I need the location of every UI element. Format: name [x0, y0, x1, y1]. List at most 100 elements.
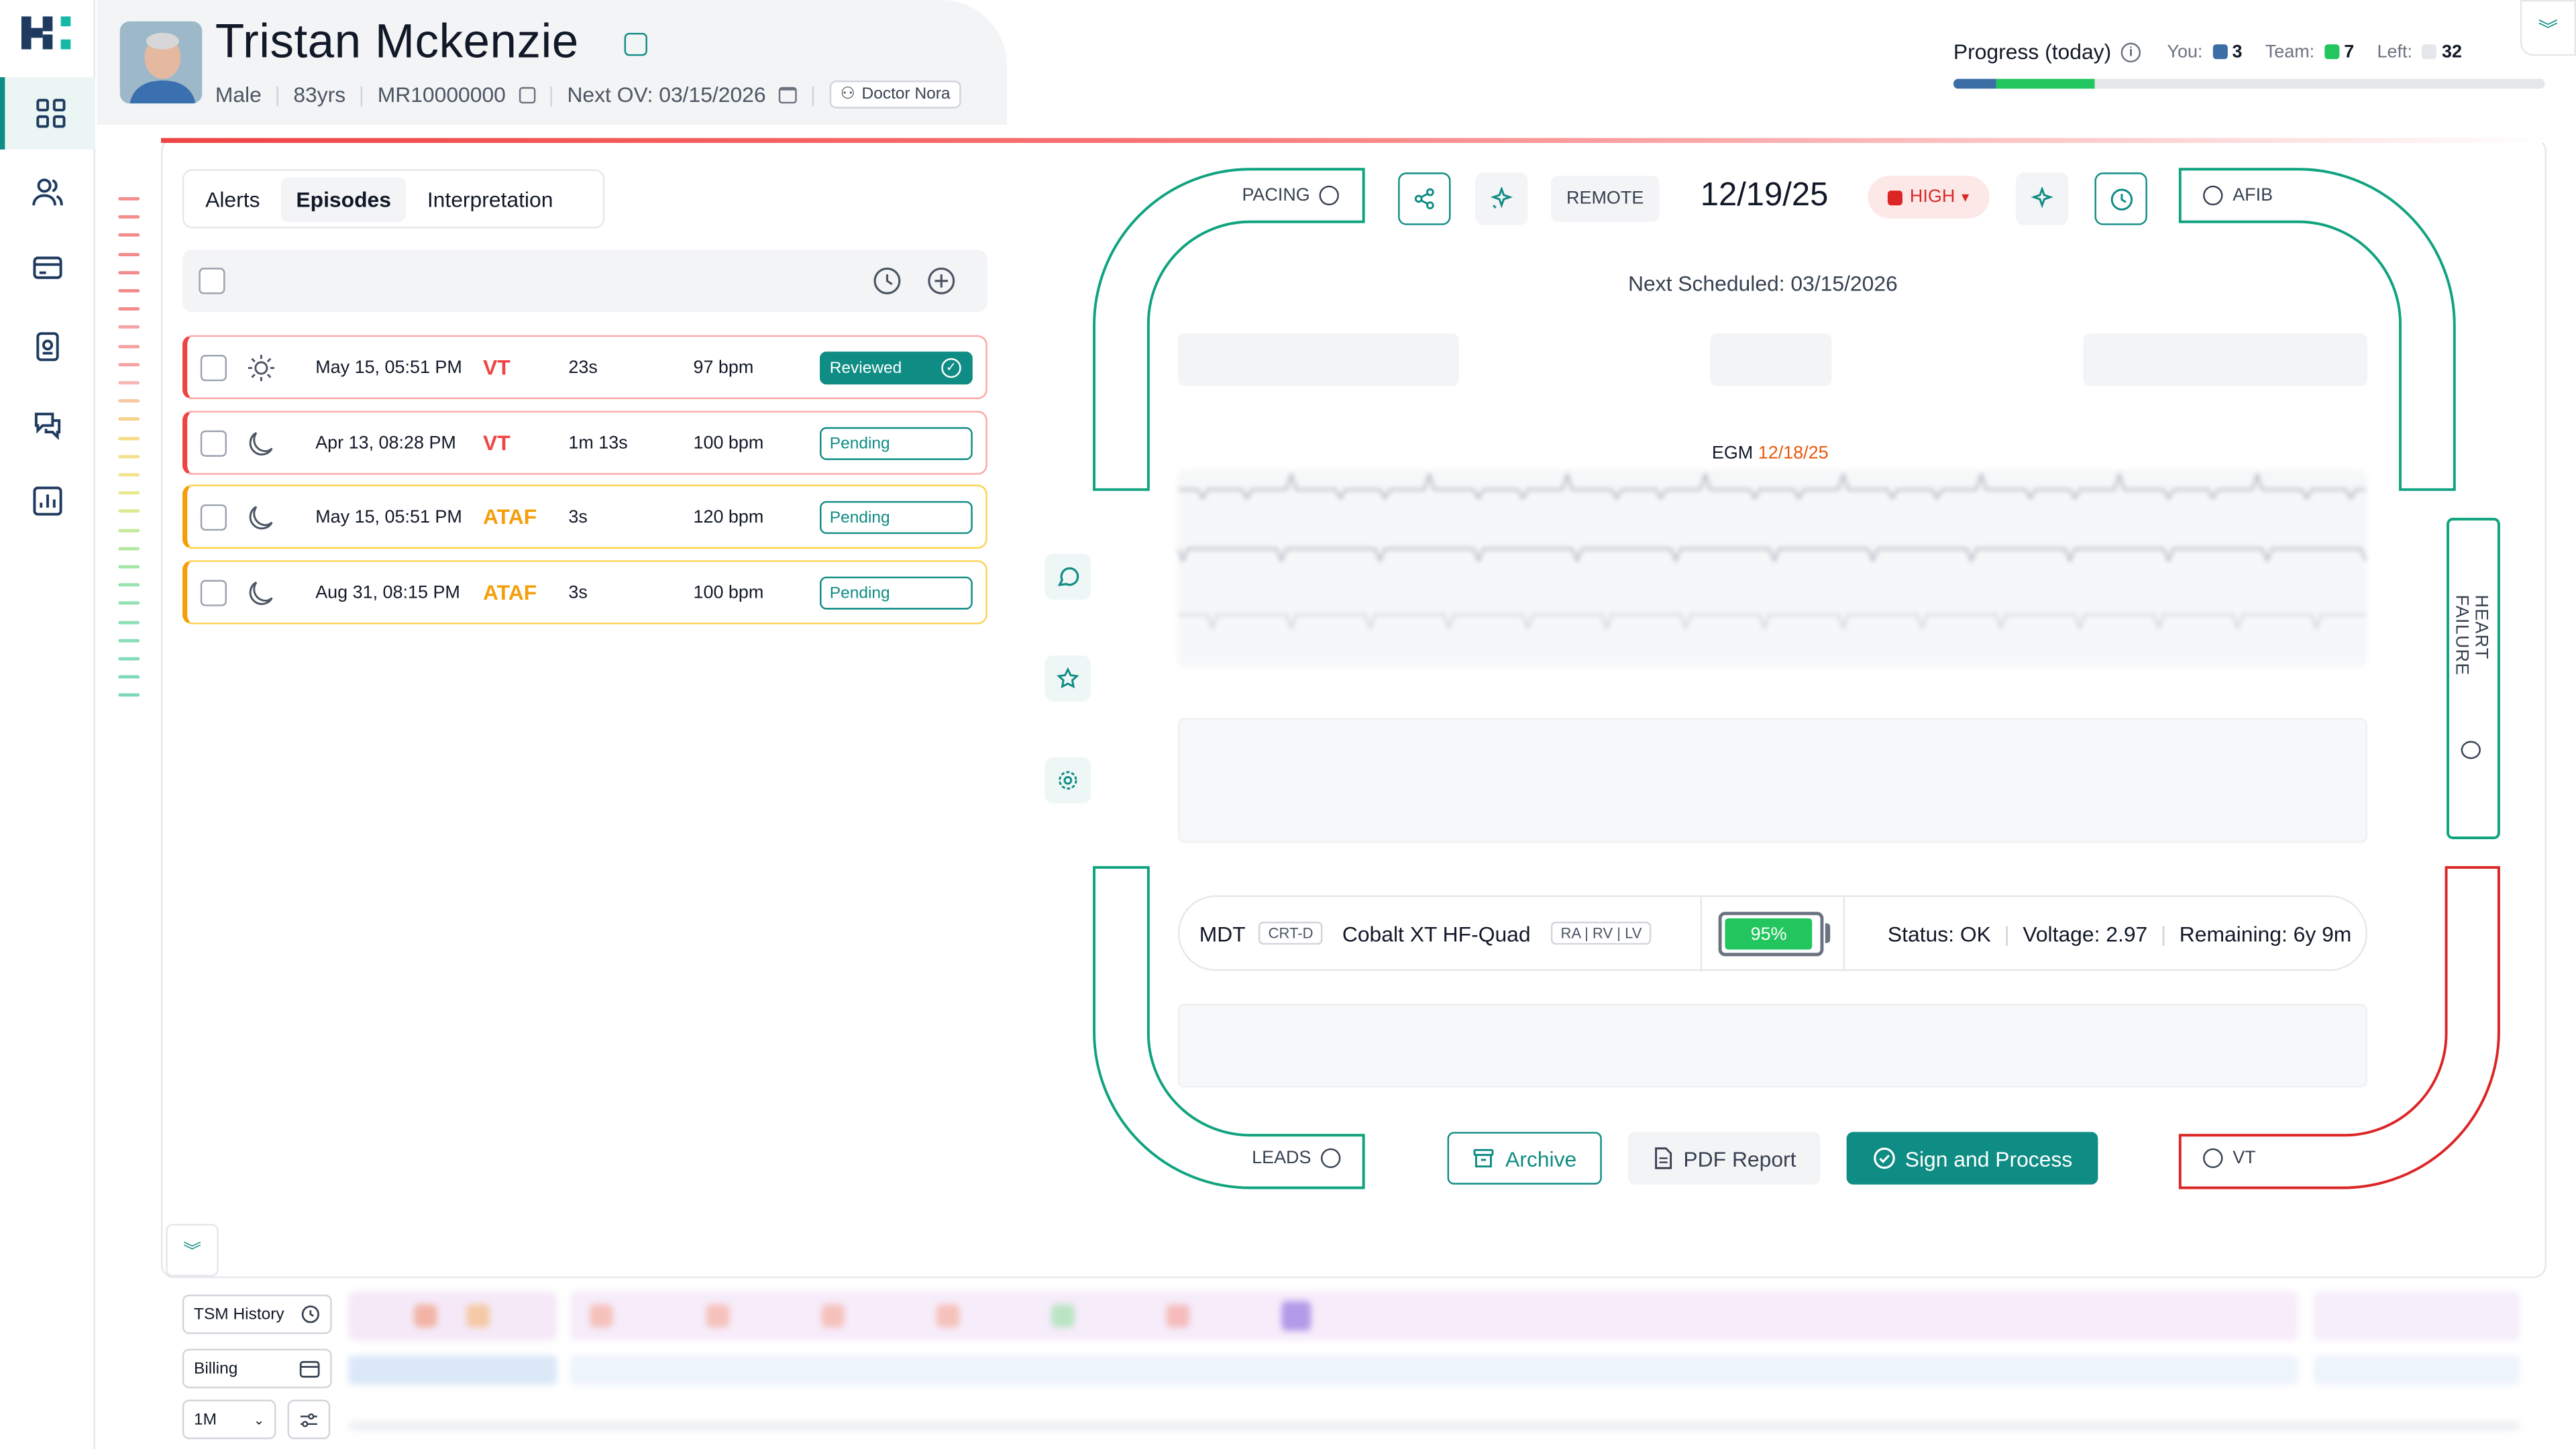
pdf-report-button[interactable]: PDF Report	[1627, 1132, 1821, 1185]
nav-reports[interactable]	[0, 465, 95, 537]
copy-icon[interactable]	[519, 86, 535, 103]
select-all-checkbox[interactable]	[199, 268, 225, 294]
pacing-indicator[interactable]: PACING	[1242, 185, 1340, 206]
episode-rate: 120 bpm	[693, 507, 764, 528]
device-status-group: Status: OK | Voltage: 2.97 | Remaining: …	[1887, 921, 2352, 947]
status-text: Reviewed	[829, 359, 902, 378]
chevron-double-down-icon: ︾	[183, 1242, 202, 1262]
archive-icon	[1474, 1148, 1495, 1168]
egm-waveform[interactable]	[1177, 470, 2368, 667]
timeline-tick	[118, 454, 140, 458]
moon-icon	[249, 506, 273, 530]
chat-bubble-button[interactable]	[1044, 553, 1091, 600]
battery-indicator: 95%	[1718, 912, 1824, 957]
external-link-icon[interactable]	[624, 32, 647, 56]
clock-icon	[2110, 188, 2132, 210]
check-circle-icon: ✓	[941, 358, 961, 378]
progress-bar	[1953, 78, 2545, 89]
episode-type: VT	[483, 430, 511, 455]
you-count: 3	[2232, 42, 2243, 62]
episode-row[interactable]: May 15, 05:51 PM ATAF 3s 120 bpm Pending	[182, 484, 987, 549]
episode-row[interactable]: Apr 13, 08:28 PM VT 1m 13s 100 bpm Pendi…	[182, 411, 987, 475]
tsm-history-button[interactable]: TSM History	[182, 1294, 332, 1334]
nav-devices[interactable]	[0, 311, 95, 383]
share-button[interactable]	[1398, 172, 1451, 225]
star-icon	[1057, 667, 1079, 689]
episode-date: May 15, 05:51 PM	[315, 358, 462, 378]
collapse-header-button[interactable]: ︾	[2520, 0, 2576, 56]
battery-fill: 95%	[1725, 918, 1813, 950]
episode-checkbox[interactable]	[200, 504, 227, 531]
timeline-tick	[118, 418, 140, 421]
settings-button[interactable]	[1044, 757, 1091, 804]
info-icon[interactable]: i	[2121, 42, 2141, 62]
episode-checkbox[interactable]	[200, 580, 227, 606]
nav-messages[interactable]	[0, 388, 95, 460]
episode-status-badge[interactable]: Pending	[820, 427, 973, 460]
schedule-button[interactable]	[2094, 172, 2147, 225]
tab-interpretation[interactable]: Interpretation	[427, 186, 553, 211]
range-select[interactable]: 1M ⌄	[182, 1399, 276, 1440]
divider	[1700, 895, 1703, 971]
heart-failure-status-icon	[2461, 741, 2481, 759]
episode-checkbox[interactable]	[200, 430, 227, 457]
sidebar-nav	[0, 0, 96, 1449]
episode-status-badge[interactable]: Pending	[820, 576, 973, 610]
timeline-tick	[118, 639, 140, 643]
expand-bottom-panel-button[interactable]: ︾	[166, 1224, 219, 1277]
timeline-tick	[118, 657, 140, 661]
patient-meta: Male | 83yrs | MR10000000 | Next OV: 03/…	[215, 80, 962, 109]
progress-summary: Progress (today) i You: 3 Team: 7 Left: …	[1953, 40, 2462, 64]
tab-bar: Alerts Episodes Interpretation	[182, 169, 605, 229]
nav-patients[interactable]	[0, 156, 95, 229]
device-remaining: Remaining: 6y 9m	[2179, 921, 2352, 947]
priority-dropdown[interactable]: HIGH ▾	[1868, 176, 1990, 219]
skeleton-block	[1177, 333, 1459, 386]
timeline-tick	[118, 381, 140, 385]
episode-status-badge[interactable]: Pending	[820, 500, 973, 534]
ai-sparkle-button[interactable]	[1475, 172, 1528, 225]
egm-date: 12/18/25	[1758, 443, 1829, 464]
tab-episodes[interactable]: Episodes	[281, 176, 406, 221]
chart-icon	[33, 486, 62, 516]
heart-failure-indicator[interactable]: HEART FAILURE	[2451, 595, 2491, 759]
episode-date: May 15, 05:51 PM	[315, 507, 462, 528]
timeline-tick	[118, 270, 140, 274]
doctor-name: Doctor Nora	[861, 85, 951, 104]
calendar-icon[interactable]	[779, 86, 798, 103]
episode-row[interactable]: May 15, 05:51 PM VT 23s 97 bpm Reviewed …	[182, 335, 987, 400]
patient-mrn: MR10000000	[377, 82, 506, 107]
app-logo[interactable]	[21, 16, 77, 50]
leads-indicator[interactable]: LEADS	[1252, 1148, 1341, 1169]
timeline-scrollbar[interactable]	[348, 1421, 2520, 1432]
filter-button[interactable]	[287, 1399, 331, 1440]
timeline-tick	[118, 583, 140, 587]
notes-placeholder	[1177, 718, 2368, 843]
timeline-tick	[118, 399, 140, 403]
vt-indicator[interactable]: VT	[2203, 1148, 2256, 1169]
skeleton-block	[2083, 333, 2368, 386]
ai-sparkle-button-2[interactable]	[2015, 172, 2069, 225]
nav-dashboard[interactable]	[0, 77, 96, 150]
sign-and-process-button[interactable]: Sign and Process	[1846, 1132, 2098, 1185]
episode-row[interactable]: Aug 31, 08:15 PM ATAF 3s 100 bpm Pending	[182, 560, 987, 625]
doctor-badge[interactable]: ⚇ Doctor Nora	[828, 80, 962, 109]
add-circle-icon[interactable]	[926, 266, 956, 296]
patient-age: 83yrs	[293, 82, 346, 107]
pacing-label: PACING	[1242, 185, 1310, 206]
tab-alerts[interactable]: Alerts	[205, 186, 260, 211]
history-icon[interactable]	[872, 266, 902, 296]
archive-button[interactable]: Archive	[1447, 1132, 1602, 1185]
archive-label: Archive	[1505, 1146, 1577, 1171]
favorite-button[interactable]	[1044, 655, 1091, 702]
skeleton-block	[1710, 333, 1832, 386]
tsm-history-timeline	[348, 1291, 2520, 1341]
afib-indicator[interactable]: AFIB	[2203, 185, 2273, 206]
billing-button[interactable]: Billing	[182, 1348, 332, 1389]
nav-billing[interactable]	[0, 231, 95, 304]
sliders-icon	[300, 1412, 317, 1427]
episode-checkbox[interactable]	[200, 354, 227, 382]
episode-status-badge[interactable]: Reviewed ✓	[820, 352, 973, 385]
chevron-down-icon: ⌄	[253, 1411, 265, 1427]
team-label: Team:	[2265, 42, 2315, 62]
